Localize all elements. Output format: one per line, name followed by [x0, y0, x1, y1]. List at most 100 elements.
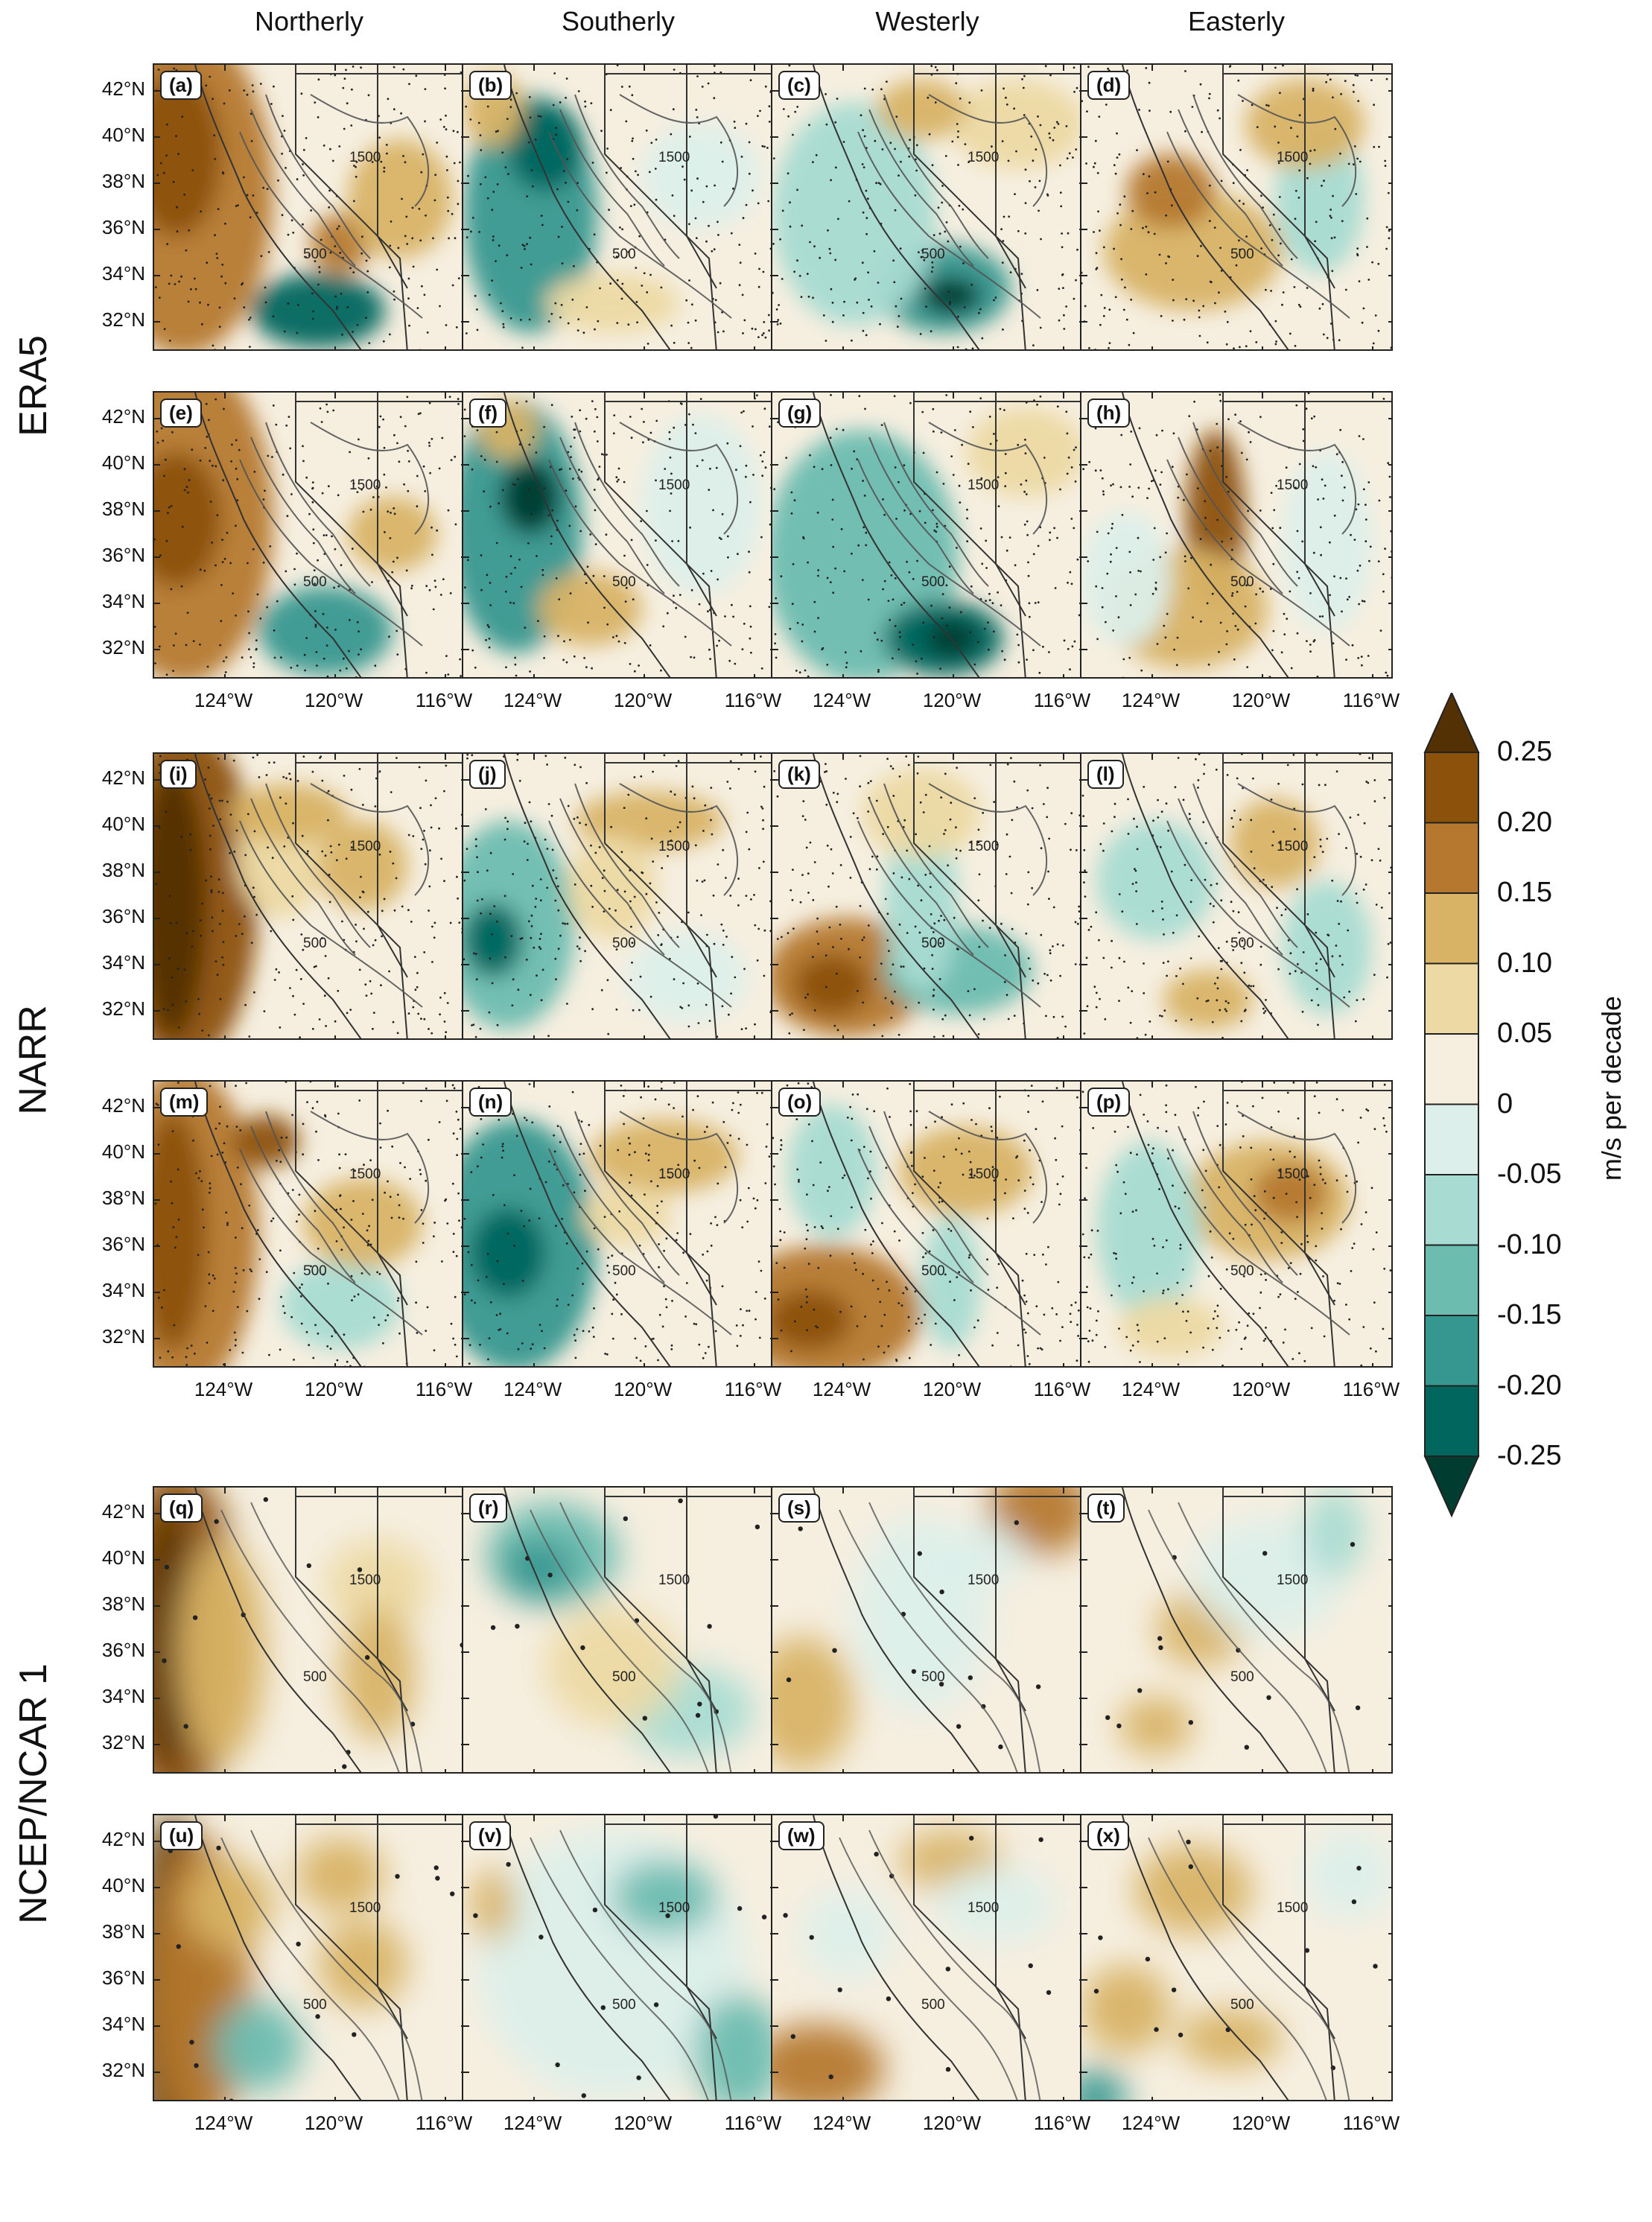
longitude-tick: 116°W: [415, 689, 473, 711]
state-border: [295, 1488, 408, 1772]
map-panel: 1500 500 (t): [1080, 1486, 1393, 1774]
map-panel: 1500 500 (h): [1080, 391, 1393, 679]
panel-label: (p): [1087, 1088, 1131, 1117]
latitude-tick: 32°N: [101, 1325, 145, 1348]
colorbar-label: -0.25: [1497, 1440, 1562, 1471]
longitude-tick: 116°W: [1033, 2112, 1091, 2134]
contour-label: 500: [612, 574, 636, 590]
colorbar-swatch: [1424, 962, 1479, 1035]
latitude-tick: 40°N: [101, 1874, 145, 1896]
colorbar-triangle-top: [1423, 693, 1480, 753]
panel-label: (e): [160, 399, 202, 428]
colorbar-swatch: [1424, 1174, 1479, 1246]
state-border: [295, 1082, 408, 1366]
trend-map: 1500 500: [154, 65, 464, 349]
contour-label: 500: [1230, 574, 1254, 590]
panel-label: (q): [160, 1493, 203, 1523]
trend-contour: [501, 1540, 575, 1599]
contour-label: 500: [303, 1263, 327, 1279]
state-border: [913, 393, 1026, 677]
trend-contour: [582, 1186, 672, 1245]
map-panel: 1500 500 (o): [771, 1080, 1084, 1368]
trend-contour: [471, 1867, 515, 1942]
map-panel: 1500 500 (w): [771, 1814, 1084, 2101]
column-header-southerly: Southerly: [561, 6, 676, 36]
contour-label: 500: [612, 247, 636, 262]
longitude-tick: 116°W: [1033, 1378, 1091, 1400]
contour-label: 1500: [968, 1166, 999, 1182]
longitude-tick: 124°W: [812, 1378, 871, 1400]
latitude-tick: 32°N: [101, 1731, 145, 1753]
longitude-tick: 120°W: [613, 689, 673, 711]
contour-label: 1500: [349, 1572, 381, 1588]
latitude-tick: 38°N: [101, 1920, 145, 1943]
trend-contour: [154, 1111, 206, 1350]
state-border: [1222, 393, 1335, 677]
map-panel: 1500 500 (b): [462, 63, 775, 351]
state-border: [604, 1488, 717, 1772]
contour-label: 500: [1230, 936, 1254, 951]
latitude-tick: 40°N: [101, 124, 145, 146]
state-border: [377, 754, 408, 978]
latitude-tick: 38°N: [101, 859, 145, 881]
coastline: [503, 1082, 671, 1366]
latitude-tick: 36°N: [101, 905, 145, 927]
colorbar-swatch: [1424, 892, 1479, 965]
colorbar-swatch: [1424, 822, 1479, 894]
trend-contour: [627, 933, 746, 1022]
contour-label: 500: [1230, 1997, 1254, 2013]
column-header-easterly: Easterly: [1187, 6, 1286, 36]
trend-contour: [1081, 1964, 1171, 2054]
trend-contour: [501, 460, 560, 534]
latitude-tick: 36°N: [101, 544, 145, 566]
trend-contour: [545, 1607, 679, 1726]
colorbar-label: -0.05: [1497, 1158, 1562, 1190]
trend-contour: [463, 903, 523, 977]
contour-label: 500: [921, 1669, 945, 1685]
trend-map: 1500 500: [1081, 754, 1391, 1038]
latitude-tick: 42°N: [101, 405, 145, 428]
coastline: [813, 754, 980, 1038]
longitude-tick: 120°W: [922, 1378, 982, 1400]
longitude-tick: 116°W: [1033, 689, 1091, 711]
contour-label: 1500: [1277, 477, 1308, 493]
longitude-tick: 116°W: [1342, 1378, 1400, 1400]
longitude-tick: 124°W: [812, 689, 871, 711]
latitude-tick: 32°N: [101, 308, 145, 331]
contour-label: 1500: [968, 1900, 999, 1916]
trend-contour: [1253, 1164, 1327, 1223]
longitude-tick: 124°W: [1121, 2112, 1181, 2134]
map-panel: 1500 500 (v): [462, 1814, 775, 2101]
map-panel: 1500 500 (n): [462, 1080, 775, 1368]
latitude-tick: 42°N: [101, 77, 145, 100]
trend-contour: [545, 273, 679, 333]
trend-contour: [154, 769, 206, 1037]
trend-map: 1500 500: [772, 1488, 1082, 1772]
trend-contour: [348, 139, 452, 258]
latitude-tick: 42°N: [101, 766, 145, 789]
contour-label: 1500: [658, 1900, 690, 1916]
state-border: [913, 1488, 1026, 1772]
state-border: [604, 1815, 717, 2100]
trend-contour: [303, 1178, 422, 1268]
state-border: [995, 1488, 1026, 1712]
trend-contour: [1096, 821, 1216, 940]
trend-map: 1500 500: [1081, 1815, 1391, 2100]
contour-label: 500: [612, 936, 636, 951]
trend-contour: [538, 571, 642, 646]
coastline: [503, 65, 671, 349]
state-border: [1304, 1488, 1335, 1712]
trend-contour: [590, 1119, 739, 1193]
contour-label: 500: [1230, 1263, 1254, 1279]
contour-label: 1500: [658, 839, 690, 854]
colorbar-swatch: [1424, 1103, 1479, 1175]
map-panel: 1500 500 (r): [462, 1486, 775, 1774]
panel-label: (h): [1087, 399, 1131, 428]
trend-contour: [229, 784, 348, 843]
contour-label: 1500: [968, 477, 999, 493]
panel-label: (l): [1087, 760, 1124, 789]
map-panel: 1500 500 (l): [1080, 752, 1393, 1040]
panel-label: (u): [160, 1821, 203, 1850]
contour-label: 1500: [968, 150, 999, 165]
